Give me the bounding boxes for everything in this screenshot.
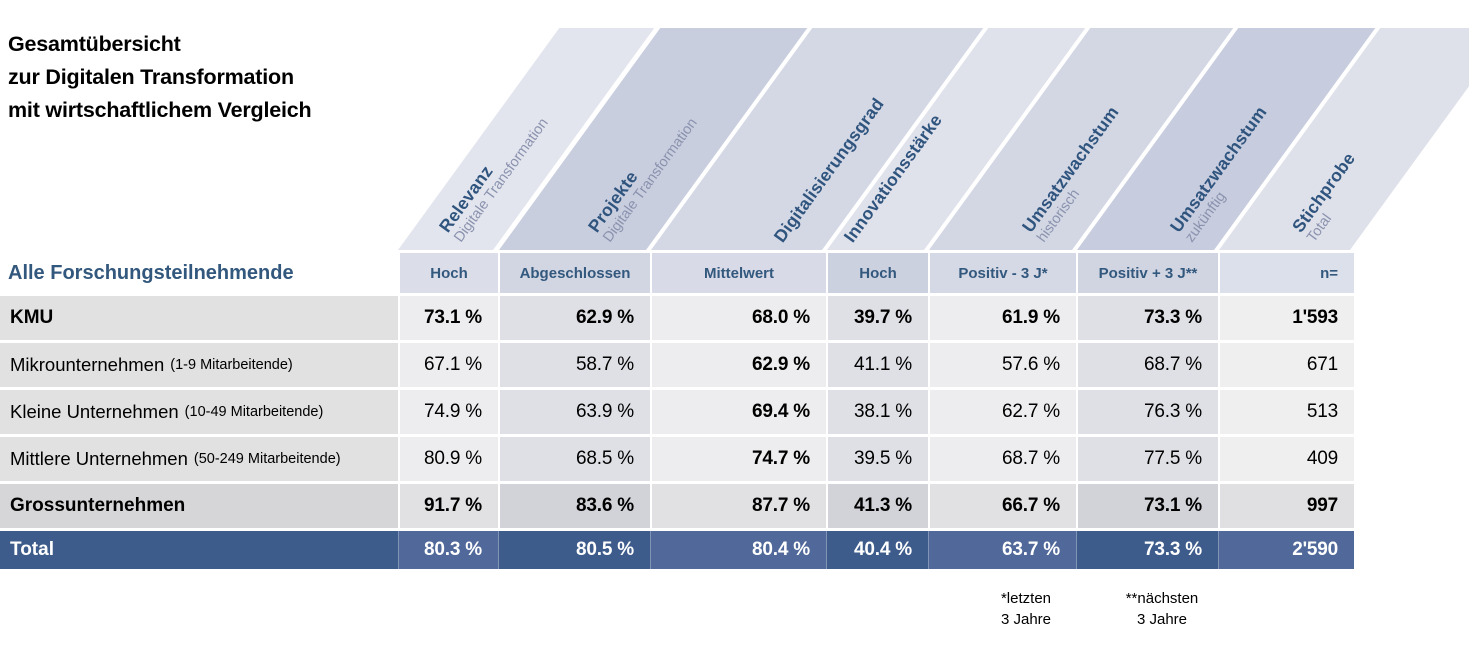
value-cell: 69.4 % xyxy=(650,390,826,434)
value-cell: 87.7 % xyxy=(650,484,826,528)
row-label-text: Mikrounternehmen xyxy=(10,354,165,375)
value-cell: 73.3 % xyxy=(1076,296,1218,340)
total-value-cell: 80.4 % xyxy=(650,531,826,569)
table-corner-label: Alle Forschungsteilnehmende xyxy=(0,253,398,293)
value-cell: 41.1 % xyxy=(826,343,928,387)
row-label-text: Mittlere Unternehmen xyxy=(10,448,188,469)
value-cell: 38.1 % xyxy=(826,390,928,434)
value-cell: 68.0 % xyxy=(650,296,826,340)
subheader-umsatzwachstum-historisch: Positiv - 3 J* xyxy=(928,253,1076,293)
subheader-projekte: Abgeschlossen xyxy=(498,253,650,293)
footnote-line: **nächsten xyxy=(1125,590,1199,607)
column-band-stichprobe-label: Stichprobe Total xyxy=(1288,149,1373,246)
footnote-line: 3 Jahre xyxy=(1000,611,1052,628)
value-cell: 671 xyxy=(1218,343,1354,387)
value-cell: 409 xyxy=(1218,437,1354,481)
value-cell: 62.9 % xyxy=(650,343,826,387)
row-label-total: Total xyxy=(0,531,398,569)
footnote-historisch: *letzten 3 Jahre xyxy=(966,588,1086,630)
value-cell: 74.7 % xyxy=(650,437,826,481)
value-cell: 513 xyxy=(1218,390,1354,434)
row-label-mittlere-unternehmen: Mittlere Unternehmen (50-249 Mitarbeiten… xyxy=(0,437,398,481)
value-cell: 80.9 % xyxy=(398,437,498,481)
value-cell: 62.7 % xyxy=(928,390,1076,434)
value-cell: 68.7 % xyxy=(1076,343,1218,387)
row-label-note: (50-249 Mitarbeitende) xyxy=(193,451,341,467)
footnote-zukuenftig: **nächsten 3 Jahre xyxy=(1100,588,1224,630)
value-cell: 77.5 % xyxy=(1076,437,1218,481)
value-cell: 61.9 % xyxy=(928,296,1076,340)
value-cell: 1'593 xyxy=(1218,296,1354,340)
value-cell: 74.9 % xyxy=(398,390,498,434)
value-cell: 67.1 % xyxy=(398,343,498,387)
value-cell: 41.3 % xyxy=(826,484,928,528)
total-value-cell: 80.5 % xyxy=(498,531,650,569)
row-label-text: Grossunternehmen xyxy=(10,495,186,516)
subheader-relevanz: Hoch xyxy=(398,253,498,293)
row-label-kmu: KMU xyxy=(0,296,398,340)
row-label-grossunternehmen: Grossunternehmen xyxy=(0,484,398,528)
row-label-mikrounternehmen: Mikrounternehmen (1-9 Mitarbeitende) xyxy=(0,343,398,387)
value-cell: 66.7 % xyxy=(928,484,1076,528)
value-cell: 39.7 % xyxy=(826,296,928,340)
row-label-text: Kleine Unternehmen xyxy=(10,401,179,422)
total-value-cell: 40.4 % xyxy=(826,531,928,569)
row-label-kleine-unternehmen: Kleine Unternehmen (10-49 Mitarbeitende) xyxy=(0,390,398,434)
subheader-innovationsstaerke: Hoch xyxy=(826,253,928,293)
data-table: Alle Forschungsteilnehmende Hoch Abgesch… xyxy=(0,253,1354,569)
value-cell: 76.3 % xyxy=(1076,390,1218,434)
total-value-cell: 63.7 % xyxy=(928,531,1076,569)
value-cell: 73.1 % xyxy=(398,296,498,340)
footnote-line: *letzten xyxy=(1000,590,1052,607)
figure-title-line-3: mit wirtschaftlichem Vergleich xyxy=(8,98,312,122)
total-value-cell: 73.3 % xyxy=(1076,531,1218,569)
row-label-note: (10-49 Mitarbeitende) xyxy=(184,404,324,420)
value-cell: 62.9 % xyxy=(498,296,650,340)
column-title: Projekte xyxy=(583,167,642,237)
value-cell: 73.1 % xyxy=(1076,484,1218,528)
value-cell: 68.7 % xyxy=(928,437,1076,481)
footnote-line: 3 Jahre xyxy=(1136,611,1188,628)
figure-title-line-1: Gesamtübersicht xyxy=(8,32,181,56)
value-cell: 83.6 % xyxy=(498,484,650,528)
figure-title: Gesamtübersicht zur Digitalen Transforma… xyxy=(8,28,312,127)
subheader-stichprobe: n= xyxy=(1218,253,1354,293)
value-cell: 91.7 % xyxy=(398,484,498,528)
value-cell: 68.5 % xyxy=(498,437,650,481)
subheader-digitalisierungsgrad: Mittelwert xyxy=(650,253,826,293)
value-cell: 57.6 % xyxy=(928,343,1076,387)
value-cell: 58.7 % xyxy=(498,343,650,387)
value-cell: 63.9 % xyxy=(498,390,650,434)
total-value-cell: 2'590 xyxy=(1218,531,1354,569)
subheader-umsatzwachstum-zukuenftig: Positiv + 3 J** xyxy=(1076,253,1218,293)
total-value-cell: 80.3 % xyxy=(398,531,498,569)
value-cell: 997 xyxy=(1218,484,1354,528)
row-label-text: KMU xyxy=(10,307,54,328)
figure-title-line-2: zur Digitalen Transformation xyxy=(8,65,294,89)
row-label-note: (1-9 Mitarbeitende) xyxy=(170,357,293,373)
value-cell: 39.5 % xyxy=(826,437,928,481)
